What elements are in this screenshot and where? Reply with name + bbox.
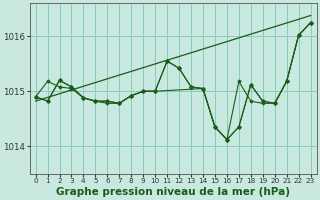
X-axis label: Graphe pression niveau de la mer (hPa): Graphe pression niveau de la mer (hPa) <box>56 187 290 197</box>
